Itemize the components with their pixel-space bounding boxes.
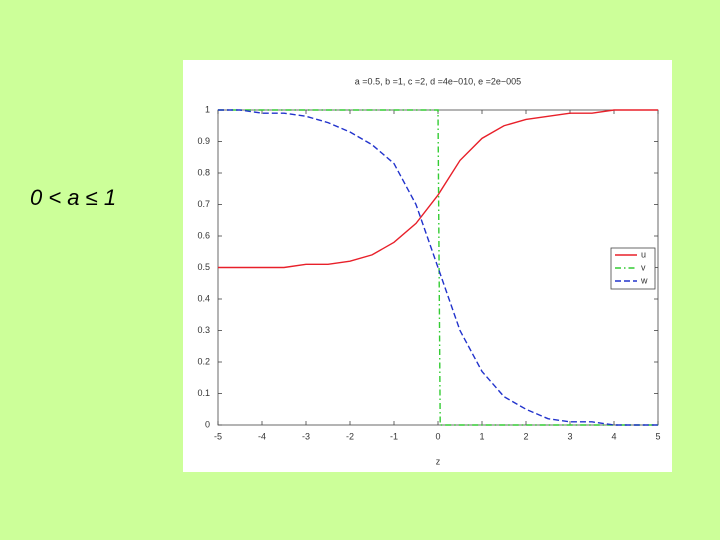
slide-label: 0 < a ≤ 1 (30, 185, 117, 210)
y-tick-label: 0.7 (197, 199, 210, 209)
legend-label: v (641, 262, 646, 272)
x-axis-label: z (436, 456, 441, 466)
line-v (218, 109, 658, 426)
x-tick-label: -4 (258, 431, 266, 441)
y-tick-label: 0.5 (197, 262, 210, 272)
x-tick-label: -3 (302, 431, 310, 441)
line-w (218, 109, 658, 426)
chart-title: a =0.5, b =1, c =2, d =4e−010, e =2e−005 (355, 76, 521, 86)
chart: a =0.5, b =1, c =2, d =4e−010, e =2e−005… (183, 60, 672, 472)
y-tick-label: 1 (205, 104, 210, 114)
chart-background (183, 60, 672, 472)
y-tick-label: 0.8 (197, 167, 210, 177)
x-tick-label: -1 (390, 431, 398, 441)
x-tick-label: 1 (479, 431, 484, 441)
line-u (218, 109, 658, 269)
x-tick-label: 4 (611, 431, 616, 441)
y-tick-label: 0.3 (197, 325, 210, 335)
y-tick-label: 0.2 (197, 356, 210, 366)
x-tick-label: -5 (214, 431, 222, 441)
y-tick-label: 0.6 (197, 230, 210, 240)
y-tick-label: 0.4 (197, 293, 210, 303)
x-tick-label: 5 (655, 431, 660, 441)
y-tick-label: 0.9 (197, 136, 210, 146)
x-tick-label: 2 (523, 431, 528, 441)
x-tick-label: 0 (435, 431, 440, 441)
x-tick-label: -2 (346, 431, 354, 441)
legend-label: w (640, 275, 648, 285)
y-tick-label: 0.1 (197, 388, 210, 398)
x-tick-label: 3 (567, 431, 572, 441)
y-tick-label: 0 (205, 419, 210, 429)
legend-label: u (641, 249, 646, 259)
